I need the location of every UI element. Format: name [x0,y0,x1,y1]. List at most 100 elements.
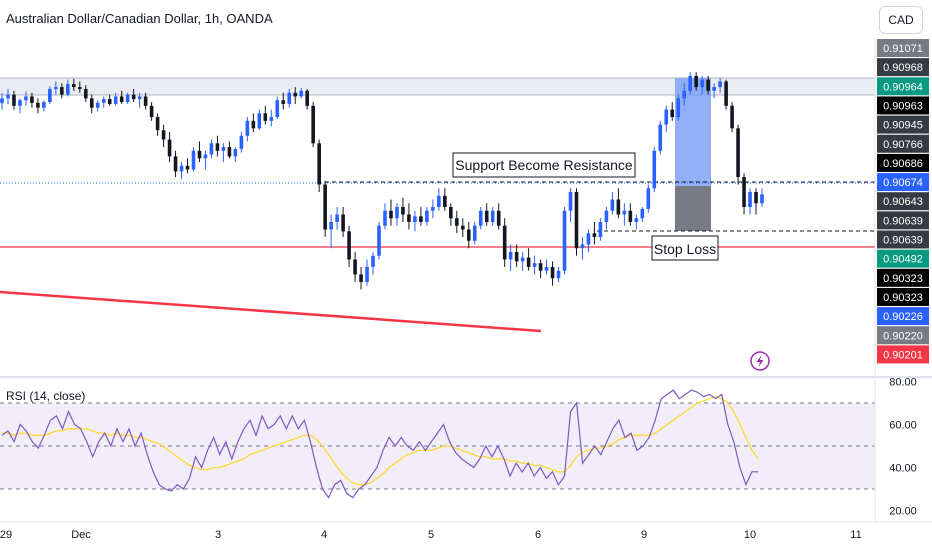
candle-body [317,143,321,185]
candle-body [604,210,609,222]
candle-body [149,105,154,118]
candle-body [425,210,429,222]
trend-line [0,290,542,333]
candle-body [101,99,106,103]
candle-body [700,79,704,88]
candle-body [0,98,4,104]
candle-body [89,98,94,108]
candle-body [239,135,244,149]
candle-body [24,96,28,101]
candle-body [42,102,46,108]
candle-body [215,143,220,151]
candle-body [107,99,112,104]
price-label: 0.90201 [883,349,923,361]
candle-body [287,92,292,104]
candle-body [335,214,339,222]
price-label: 0.90639 [883,235,923,247]
candle-body [526,257,531,267]
price-label-box [877,39,929,57]
price-label-box [877,307,929,326]
candle-body [269,117,274,121]
candle-body [395,207,399,219]
candle-body [347,231,351,260]
price-label-box [877,134,929,153]
candle-body [586,233,591,245]
currency-button[interactable]: CAD [879,6,923,34]
chart-title: Australian Dollar/Canadian Dollar, 1h, O… [6,11,273,26]
candle-body [95,102,100,108]
candle-body [718,81,722,88]
candle-body [419,216,423,222]
rsi-tick-label: 60.00 [889,420,917,432]
candle-body [455,218,459,226]
candle-body [574,192,579,249]
candle-body [736,128,740,178]
price-label: 0.90945 [883,120,923,132]
candle-body [275,100,280,118]
candle-body [496,210,501,226]
candle-body [634,218,639,222]
candle-body [281,100,286,104]
candle-body [36,102,40,108]
candle-body [251,120,256,129]
candle-body [119,96,124,103]
candle-body [413,216,417,222]
candle-body [460,225,465,230]
candle-body [490,210,495,222]
candle-body [329,221,333,230]
annotation-box [452,152,636,178]
candle-body [401,207,405,215]
resistance-zone [0,78,875,95]
candle-body [161,130,166,140]
candle-body [131,94,136,100]
price-label: 0.90323 [883,273,923,285]
candle-body [724,81,728,106]
candle-body [143,96,148,106]
price-label-box [877,153,929,172]
candle-body [299,90,304,97]
candle-body [730,105,734,129]
candle-body [478,210,483,226]
price-label: 0.90968 [883,62,923,74]
candle-body [353,259,357,275]
time-tick-label: 5 [428,529,434,541]
price-label: 0.90964 [883,81,923,93]
candle-body [532,263,537,267]
candle-body [365,266,369,282]
time-tick-label: 29 [0,529,12,541]
candle-body [263,113,268,121]
candle-body [167,139,172,157]
candle-body [556,270,561,279]
candle-body [706,79,710,91]
candle-body [568,192,573,211]
price-label: 0.90674 [883,177,923,189]
candle-body [113,96,118,104]
time-tick-label: 3 [215,529,221,541]
price-scale-bg [875,38,932,375]
candle-body [652,150,657,189]
candle-body [520,257,525,262]
price-label: 0.90766 [883,139,923,151]
candle-body [257,113,262,129]
candle-body [323,184,327,230]
candle-body [245,120,250,136]
candle-body [670,109,675,118]
rsi-tick-label: 80.00 [889,377,917,389]
time-tick-label: Dec [71,529,91,541]
candle-body [508,251,513,260]
lightning-icon [756,355,764,367]
candle-body [514,251,519,262]
rsi-band-fill [0,403,875,489]
candle-body [6,94,10,99]
candle-body [550,266,555,279]
price-label: 0.90323 [883,292,923,304]
candle-body [209,143,214,155]
candle-body [341,214,345,232]
candle-body [83,88,88,99]
price-label-box [877,268,929,287]
lightning-icon [750,351,770,371]
candle-body [676,98,681,118]
candle-body [185,165,190,170]
price-label-box [877,58,929,77]
time-tick-label: 11 [850,529,861,541]
